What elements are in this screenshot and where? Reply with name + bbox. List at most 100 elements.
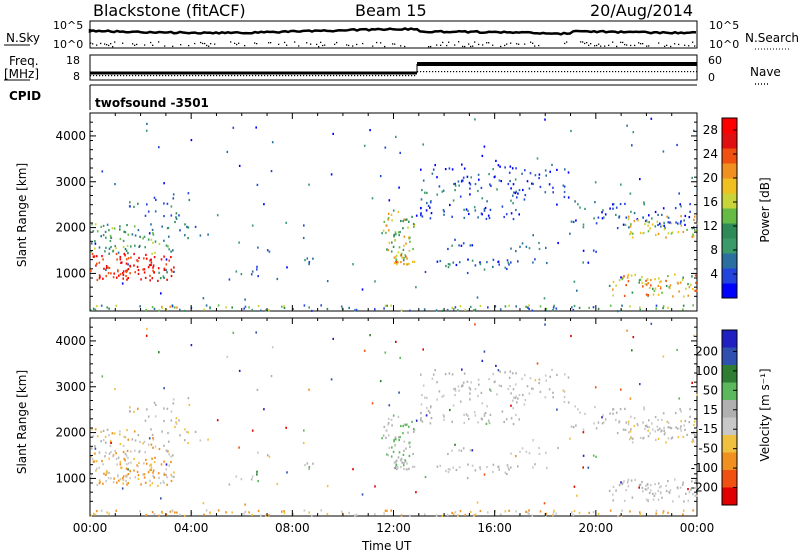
velocity-data-cell — [649, 432, 651, 435]
power-data-cell — [604, 213, 607, 216]
nave-dot — [636, 71, 638, 73]
power-data-cell — [431, 172, 434, 175]
velocity-data-cell — [625, 421, 628, 424]
nave-dot — [528, 71, 530, 73]
velocity-data-cell — [408, 441, 410, 444]
power-data-cell — [648, 286, 651, 290]
velocity-data-cell — [627, 423, 630, 426]
velocity-data-cell — [108, 512, 110, 515]
x-tick-label: 12:00 — [376, 521, 411, 535]
velocity-colorbar-frame — [721, 329, 738, 506]
velocity-data-cell — [608, 489, 611, 492]
velocity-data-cell — [438, 390, 441, 393]
velocity-data-cell — [203, 513, 205, 516]
power-data-cell — [158, 146, 160, 149]
power-colorbar-swatch — [722, 253, 737, 269]
nave-dot — [669, 71, 671, 73]
nave-dot — [615, 71, 617, 73]
velocity-data-cell — [205, 509, 208, 512]
power-colorbar-swatch — [722, 148, 737, 164]
nave-dot — [543, 71, 545, 73]
nave-dot — [666, 71, 668, 73]
power-data-cell — [525, 305, 527, 308]
nave-dot — [588, 71, 590, 73]
velocity-data-cell — [549, 375, 551, 378]
nave-dot — [621, 71, 623, 73]
power-data-cell — [188, 198, 191, 202]
velocity-data-cell — [483, 473, 486, 476]
nave-dot — [594, 71, 596, 73]
power-data-cell — [657, 213, 659, 216]
power-data-cell — [129, 264, 131, 267]
velocity-data-cell — [524, 399, 527, 402]
power-data-cell — [255, 126, 257, 129]
power-data-cell — [512, 218, 515, 221]
nsearch-dot — [564, 42, 566, 45]
power-data-cell — [394, 231, 397, 234]
velocity-data-cell — [126, 483, 128, 486]
power-data-cell — [400, 219, 402, 223]
power-data-cell — [684, 223, 686, 226]
power-data-cell — [152, 233, 155, 236]
velocity-data-cell — [521, 377, 523, 380]
velocity-data-cell — [524, 374, 526, 377]
nave-dot — [660, 71, 662, 73]
velocity-data-cell — [544, 396, 547, 399]
nave-dot — [414, 75, 416, 77]
velocity-data-cell — [615, 411, 618, 414]
power-data-cell — [539, 305, 542, 308]
velocity-data-cell — [468, 417, 470, 421]
velocity-data-cell — [402, 453, 405, 456]
power-data-cell — [363, 144, 366, 147]
power-data-cell — [271, 141, 274, 144]
power-data-cell — [402, 259, 405, 262]
power-data-cell — [463, 216, 466, 219]
power-data-cell — [659, 286, 662, 289]
nsearch-dot — [400, 45, 402, 47]
power-data-cell — [138, 245, 140, 248]
power-data-cell — [436, 176, 438, 179]
velocity-data-cell — [148, 437, 151, 440]
velocity-data-cell — [480, 417, 483, 420]
velocity-data-cell — [639, 513, 641, 516]
nsearch-dot — [532, 42, 534, 44]
power-data-cell — [532, 182, 534, 186]
power-data-cell — [136, 265, 139, 268]
velocity-data-cell — [681, 483, 684, 486]
velocity-data-cell — [115, 457, 118, 461]
nave-dot — [210, 75, 212, 77]
nave-dot — [366, 75, 368, 77]
power-data-cell — [483, 268, 486, 271]
velocity-data-cell — [463, 372, 466, 375]
power-data-cell — [168, 259, 170, 262]
power-data-cell — [447, 247, 449, 251]
nave-dot — [564, 71, 566, 73]
velocity-data-cell — [570, 334, 572, 338]
nave-dot — [630, 71, 632, 73]
velocity-data-cell — [679, 427, 682, 430]
nave-dot — [174, 75, 176, 77]
power-data-cell — [163, 239, 165, 242]
velocity-data-cell — [114, 388, 116, 391]
velocity-data-cell — [127, 473, 130, 476]
nsearch-dot — [144, 44, 146, 46]
velocity-data-cell — [454, 394, 456, 397]
velocity-data-cell — [183, 514, 186, 517]
power-data-cell — [151, 277, 154, 280]
velocity-data-cell — [693, 334, 695, 337]
velocity-data-cell — [127, 482, 129, 485]
velocity-data-cell — [604, 418, 607, 421]
velocity-data-cell — [395, 459, 398, 462]
velocity-data-cell — [531, 387, 533, 390]
velocity-data-cell — [469, 398, 471, 401]
power-data-cell — [647, 294, 650, 297]
velocity-data-cell — [543, 502, 546, 505]
velocity-data-cell — [125, 463, 128, 466]
velocity-data-cell — [652, 498, 655, 501]
power-data-cell — [615, 284, 617, 287]
velocity-data-cell — [172, 402, 175, 405]
power-data-cell — [464, 308, 467, 311]
velocity-data-cell — [152, 471, 154, 474]
nave-dot — [624, 71, 626, 73]
power-data-cell — [256, 183, 259, 186]
